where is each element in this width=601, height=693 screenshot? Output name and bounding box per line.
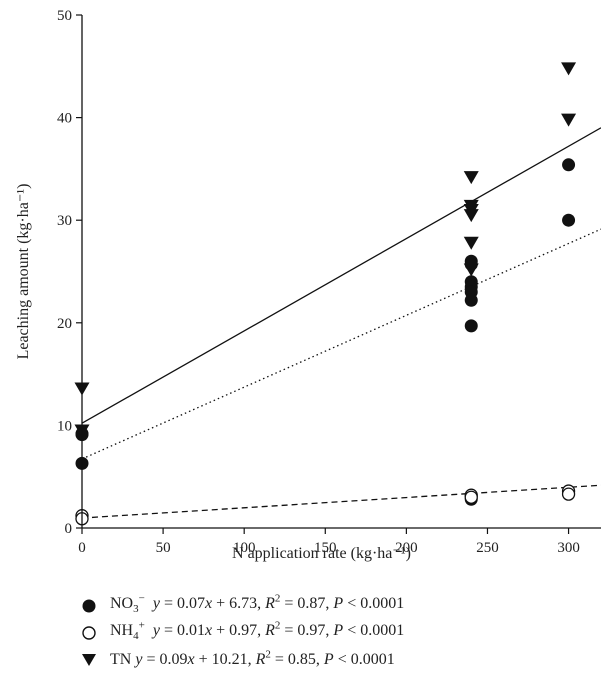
y-tick-label: 0 <box>65 521 73 537</box>
point-no3 <box>562 158 576 172</box>
legend-label-no3: NO3− y = 0.07x + 6.73, R2 = 0.87, P < 0.… <box>110 593 405 616</box>
fit-line-no3 <box>81 228 601 460</box>
point-tn <box>561 113 577 127</box>
point-no3 <box>464 319 478 333</box>
legend-item-no3: NO3− y = 0.07x + 6.73, R2 = 0.87, P < 0.… <box>80 592 404 619</box>
legend-label-nh4: NH4+ y = 0.01x + 0.97, R2 = 0.97, P < 0.… <box>110 620 405 643</box>
triangle-down-icon <box>80 651 98 669</box>
y-tick-label: 30 <box>57 213 72 229</box>
x-axis-title: N application rate (kg·ha⁻¹) <box>232 545 411 562</box>
fit-line-tn <box>81 127 601 424</box>
scatter-chart: 0 10 20 30 40 50 0 50 100 150 200 250 300 N applicat… <box>15 8 601 562</box>
x-tick-label: 300 <box>557 540 580 556</box>
legend: NO3− y = 0.07x + 6.73, R2 = 0.87, P < 0.… <box>80 592 404 673</box>
point-no3 <box>562 213 576 227</box>
legend-item-tn: TN y = 0.09x + 10.21, R2 = 0.85, P < 0.0… <box>80 646 404 673</box>
x-tick-label: 50 <box>156 540 171 556</box>
axes: 0 10 20 30 40 50 0 50 100 150 200 250 300 <box>57 8 601 556</box>
point-nh4 <box>561 487 576 501</box>
point-tn <box>561 62 577 76</box>
y-tick-label: 50 <box>57 8 72 24</box>
x-tick-label: 250 <box>476 540 499 556</box>
y-tick-label: 40 <box>57 111 72 127</box>
x-tick-label: 0 <box>78 540 86 556</box>
legend-item-nh4: NH4+ y = 0.01x + 0.97, R2 = 0.97, P < 0.… <box>80 619 404 646</box>
y-tick-label: 20 <box>57 316 72 332</box>
data-markers <box>74 62 577 526</box>
filled-circle-icon <box>80 597 98 615</box>
point-no3 <box>464 293 478 307</box>
fit-line-nh4 <box>81 484 601 519</box>
x-tick-label: 100 <box>233 540 256 556</box>
x-tick-label: 200 <box>395 540 418 556</box>
point-tn <box>463 236 479 250</box>
fit-lines <box>81 127 601 519</box>
x-tick-label: 150 <box>314 540 337 556</box>
point-nh4 <box>464 490 478 504</box>
open-circle-icon <box>80 624 98 642</box>
point-tn <box>463 263 479 277</box>
point-tn <box>463 171 479 185</box>
legend-label-tn: TN y = 0.09x + 10.21, R2 = 0.85, P < 0.0… <box>110 648 395 668</box>
y-axis-title: Leaching amount (kg·ha⁻¹) <box>15 184 32 360</box>
point-tn <box>463 209 479 223</box>
y-tick-label: 10 <box>57 418 72 434</box>
